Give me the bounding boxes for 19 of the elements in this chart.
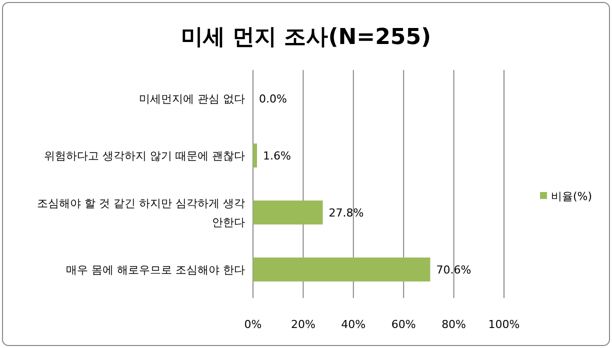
data-label: 1.6% xyxy=(263,150,291,162)
data-label: 70.6% xyxy=(436,264,472,276)
x-tick-label: 80% xyxy=(442,318,466,331)
bar xyxy=(253,258,430,282)
data-label: 27.8% xyxy=(328,206,364,220)
bar xyxy=(253,200,323,224)
bar xyxy=(253,144,258,168)
x-tick-label: 0% xyxy=(244,318,262,331)
y-tick-label: 매우 몸에 해로우므로 조심해야 한다 xyxy=(66,264,245,276)
legend-label: 비율(%) xyxy=(551,190,592,203)
x-tick-label: 20% xyxy=(290,318,316,331)
x-tick-label: 40% xyxy=(341,318,366,331)
y-tick-label: 조심해야 할 것 같긴 하지만 심각하게 생각 안한다 xyxy=(37,197,245,229)
x-tick-label: 100% xyxy=(488,318,520,331)
y-tick-label: 위험하다고 생각하지 않기 때문에 괜찮다 xyxy=(44,150,245,162)
y-tick-label: 미세먼지에 관심 없다 xyxy=(139,92,245,106)
chart-title: 미세 먼지 조사(N=255) xyxy=(180,25,432,50)
data-label: 0.0% xyxy=(259,92,287,106)
x-tick-label: 60% xyxy=(391,318,416,331)
